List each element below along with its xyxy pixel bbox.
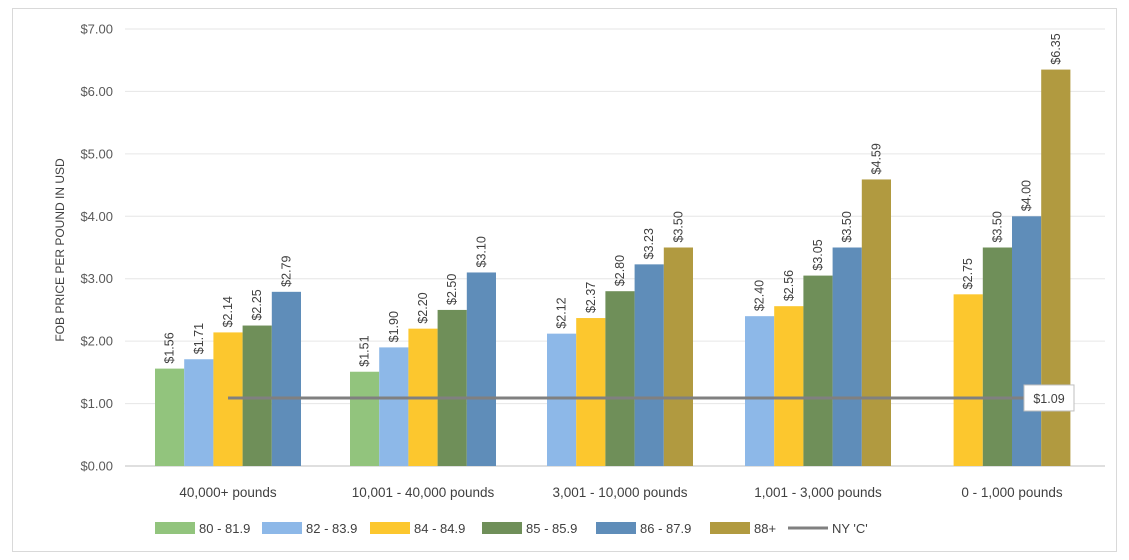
bar xyxy=(155,368,185,466)
x-tick-label: 3,001 - 10,000 pounds xyxy=(552,485,687,500)
bar xyxy=(1012,216,1042,466)
legend-label: 86 - 87.9 xyxy=(640,521,691,536)
legend-swatch xyxy=(370,522,410,534)
legend-label: 80 - 81.9 xyxy=(199,521,250,536)
legend-swatch xyxy=(262,522,302,534)
data-label: $3.10 xyxy=(474,236,488,267)
ny-c-line-layer: $1.09 xyxy=(228,384,1075,412)
bar xyxy=(745,316,775,466)
y-tick-label: $7.00 xyxy=(80,22,113,37)
y-tick-label: $4.00 xyxy=(80,209,113,224)
ny-c-label: $1.09 xyxy=(1033,392,1064,406)
bar xyxy=(634,264,664,466)
x-tick-label: 10,001 - 40,000 pounds xyxy=(352,485,495,500)
bars: $1.56 $1.71 $2.14 $2.25 $2.79 $1.51 $1.90 $2.20… xyxy=(155,33,1071,466)
legend-swatch xyxy=(596,522,636,534)
y-tick-label: $1.00 xyxy=(80,396,113,411)
data-label: $2.14 xyxy=(221,296,235,327)
x-tick-label: 40,000+ pounds xyxy=(179,485,276,500)
data-label: $1.90 xyxy=(387,311,401,342)
x-tick-label: 0 - 1,000 pounds xyxy=(961,485,1063,500)
bar xyxy=(576,318,606,466)
bar xyxy=(271,291,301,466)
data-label: $3.50 xyxy=(671,211,685,242)
data-label: $1.51 xyxy=(358,335,372,366)
y-axis-title: FOB PRICE PER POUND IN USD xyxy=(53,158,67,342)
y-tick-label: $3.00 xyxy=(80,271,113,286)
bar xyxy=(953,294,983,466)
x-tick-label: 1,001 - 3,000 pounds xyxy=(754,485,882,500)
y-tick-label: $0.00 xyxy=(80,459,113,474)
legend-label: 82 - 83.9 xyxy=(306,521,357,536)
data-label: $1.56 xyxy=(163,332,177,363)
bar xyxy=(774,306,804,466)
legend-label: 85 - 85.9 xyxy=(526,521,577,536)
y-axis: $0.00 $1.00 $2.00 $3.00 $4.00 $5.00 $6.00 $7.00 xyxy=(80,22,113,474)
data-label: $2.12 xyxy=(555,297,569,328)
bar xyxy=(242,325,272,466)
legend-label: 88+ xyxy=(754,521,776,536)
y-tick-label: $2.00 xyxy=(80,334,113,349)
bar xyxy=(547,333,577,466)
legend-swatch xyxy=(482,522,522,534)
data-label: $2.56 xyxy=(782,270,796,301)
bar xyxy=(663,247,693,466)
data-label: $6.35 xyxy=(1049,33,1063,64)
data-label: $3.50 xyxy=(990,211,1004,242)
legend-label: 84 - 84.9 xyxy=(414,521,465,536)
data-label: $4.59 xyxy=(869,143,883,174)
legend-swatch xyxy=(710,522,750,534)
bar xyxy=(803,275,833,466)
data-label: $1.71 xyxy=(192,323,206,354)
bar xyxy=(350,371,380,466)
bar xyxy=(832,247,862,466)
bar xyxy=(466,272,496,466)
data-label: $3.05 xyxy=(811,239,825,270)
data-label: $2.40 xyxy=(753,280,767,311)
bar xyxy=(982,247,1012,466)
bar xyxy=(861,179,891,466)
y-tick-label: $6.00 xyxy=(80,84,113,99)
data-label: $2.75 xyxy=(961,258,975,289)
data-label: $2.20 xyxy=(416,292,430,323)
x-axis: 40,000+ pounds 10,001 - 40,000 pounds 3,00… xyxy=(179,485,1063,500)
data-label: $2.79 xyxy=(279,255,293,286)
legend-swatch xyxy=(155,522,195,534)
data-label: $2.37 xyxy=(584,282,598,313)
data-label: $3.23 xyxy=(642,228,656,259)
data-label: $2.25 xyxy=(250,289,264,320)
ny-c-label-box xyxy=(1023,384,1075,412)
bar xyxy=(605,291,635,466)
bar xyxy=(184,359,214,466)
legend-label: NY 'C' xyxy=(832,521,868,536)
legend: 80 - 81.9 82 - 83.9 84 - 84.9 85 - 85.9 86 -… xyxy=(155,521,868,536)
data-label: $2.50 xyxy=(445,274,459,305)
bar xyxy=(379,347,409,466)
data-label: $4.00 xyxy=(1020,180,1034,211)
y-tick-label: $5.00 xyxy=(80,146,113,161)
data-label: $2.80 xyxy=(613,255,627,286)
data-label: $3.50 xyxy=(840,211,854,242)
bar xyxy=(437,309,467,466)
